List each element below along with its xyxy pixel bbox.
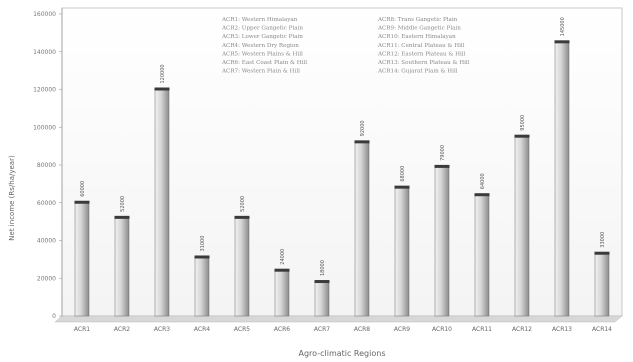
bar-cap (194, 255, 210, 259)
bar-acr9 (394, 187, 410, 317)
bar-acr10 (434, 166, 450, 317)
x-tick-label: ACR13 (552, 326, 572, 333)
bar-acr14 (594, 253, 610, 317)
bar-acr12 (514, 136, 530, 317)
legend-entry: ACR4: Western Dry Region (221, 43, 299, 49)
bar-cap (234, 215, 250, 219)
x-tick-label: ACR9 (394, 326, 410, 333)
bar-cap (354, 140, 370, 144)
bar-cap (514, 134, 530, 138)
bar-value-label: 79000 (440, 145, 446, 161)
legend-entry: ACR2: Upper Gangetic Plain (221, 26, 303, 32)
x-tick-label: ACR3 (154, 326, 170, 333)
bar-acr7 (314, 281, 330, 317)
x-tick-label: ACR12 (512, 326, 532, 333)
bar-acr11 (474, 194, 490, 317)
legend-entry: ACR6: East Coast Plain & Hill (221, 60, 307, 66)
x-tick-label: ACR5 (234, 326, 250, 333)
bar-acr4 (194, 257, 210, 317)
bar-cap (274, 268, 290, 272)
bar-value-label: 95000 (520, 115, 526, 131)
x-tick-label: ACR2 (114, 326, 130, 333)
legend-entry: ACR10: Eastern Himalayan (377, 34, 456, 40)
x-tick-label: ACR10 (432, 326, 452, 333)
y-tick-label: 140000 (33, 49, 56, 56)
x-tick-label: ACR7 (314, 326, 330, 333)
bar-acr5 (234, 217, 250, 317)
bar-acr1 (74, 202, 90, 317)
legend-entry: ACR11: Central Plateau & Hill (377, 43, 465, 49)
legend-entry: ACR3: Lower Gangetic Plain (221, 34, 303, 40)
x-tick-label: ACR11 (472, 326, 492, 333)
bar-value-label: 18000 (320, 260, 326, 276)
bar-value-label: 31000 (200, 236, 206, 252)
bar-value-label: 24000 (280, 249, 286, 265)
legend-entry: ACR5: Western Plains & Hill (221, 51, 303, 57)
y-tick-label: 40000 (37, 238, 56, 245)
bar-value-label: 68000 (400, 166, 406, 182)
bar-acr8 (354, 142, 370, 317)
bar-acr3 (154, 89, 170, 317)
y-tick-label: 100000 (33, 124, 56, 131)
x-axis-labels: ACR1 ACR2 ACR3 ACR4 ACR5 ACR6 ACR7 ACR8 ACR9 ACR1… (74, 326, 612, 333)
legend-entry: ACR1: Western Himalayan (221, 17, 298, 23)
bar-cap (154, 87, 170, 91)
bar-value-label: 64000 (480, 173, 486, 189)
bars: 60000 52000 120000 31000 52000 24000 18000 9200… (74, 17, 610, 317)
y-axis-ticks: 0 20000 40000 60000 80000 100000 120000 140000 1… (33, 11, 62, 320)
bar-acr6 (274, 270, 290, 317)
bar-value-label: 33000 (600, 232, 606, 248)
legend-entry: ACR12: Eastern Plateau & Hill (377, 51, 466, 57)
x-tick-label: ACR6 (274, 326, 290, 333)
x-axis-title: Agro-climatic Regions (299, 349, 386, 358)
x-tick-label: ACR1 (74, 326, 90, 333)
bar-cap (314, 280, 330, 284)
legend-entry: ACR9: Middle Gangetic Plain (377, 26, 461, 32)
bar-value-label: 120000 (160, 64, 166, 83)
bar-cap (74, 200, 90, 204)
legend-entry: ACR13: Southern Plateau & Hill (377, 60, 470, 66)
plot-area (61, 7, 623, 317)
y-tick-label: 160000 (33, 11, 56, 18)
y-tick-label: 80000 (37, 162, 56, 169)
y-tick-label: 20000 (37, 275, 56, 282)
bar-cap (594, 251, 610, 255)
bar-cap (554, 40, 570, 44)
bar-cap (474, 193, 490, 197)
legend-entry: ACR14: Gujarat Plain & Hill (377, 69, 458, 75)
bar-value-label: 145000 (560, 17, 566, 36)
bar-value-label: 92000 (360, 120, 366, 136)
bar-cap (394, 185, 410, 189)
x-tick-label: ACR8 (354, 326, 370, 333)
legend-entry: ACR8: Trans Gangetic Plain (377, 17, 458, 23)
bar-value-label: 52000 (240, 196, 246, 212)
legend: ACR1: Western Himalayan ACR2: Upper Gange… (221, 17, 470, 75)
y-tick-label: 60000 (37, 200, 56, 207)
x-tick-label: ACR14 (592, 326, 612, 333)
y-tick-label: 0 (52, 313, 56, 320)
y-axis-title: Net income (Rs/ha/year) (8, 155, 16, 241)
bar-value-label: 60000 (80, 181, 86, 197)
bar-acr13 (554, 42, 570, 317)
bar-cap (114, 215, 130, 219)
y-tick-label: 120000 (33, 87, 56, 94)
bar-value-label: 52000 (120, 196, 126, 212)
bar-cap (434, 164, 450, 168)
x-tick-label: ACR4 (194, 326, 210, 333)
legend-entry: ACR7: Western Plain & Hill (221, 69, 300, 75)
bar-acr2 (114, 217, 130, 317)
chart-floor (54, 315, 623, 323)
